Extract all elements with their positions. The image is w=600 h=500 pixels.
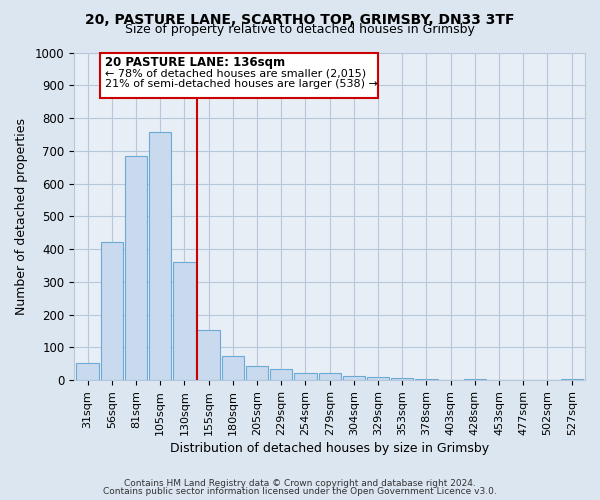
X-axis label: Distribution of detached houses by size in Grimsby: Distribution of detached houses by size … bbox=[170, 442, 489, 455]
Bar bbox=[76, 363, 99, 380]
Bar bbox=[391, 378, 413, 380]
Bar bbox=[270, 368, 292, 380]
Bar bbox=[319, 373, 341, 380]
Bar bbox=[464, 378, 486, 380]
Bar bbox=[343, 376, 365, 380]
Text: 21% of semi-detached houses are larger (538) →: 21% of semi-detached houses are larger (… bbox=[104, 78, 377, 88]
Bar bbox=[295, 373, 317, 380]
Bar bbox=[100, 52, 378, 98]
Bar bbox=[221, 356, 244, 380]
Text: 20 PASTURE LANE: 136sqm: 20 PASTURE LANE: 136sqm bbox=[104, 56, 284, 69]
Y-axis label: Number of detached properties: Number of detached properties bbox=[15, 118, 28, 315]
Bar bbox=[560, 378, 583, 380]
Bar bbox=[149, 132, 172, 380]
Text: 20, PASTURE LANE, SCARTHO TOP, GRIMSBY, DN33 3TF: 20, PASTURE LANE, SCARTHO TOP, GRIMSBY, … bbox=[85, 12, 515, 26]
Text: ← 78% of detached houses are smaller (2,015): ← 78% of detached houses are smaller (2,… bbox=[104, 69, 365, 79]
Bar bbox=[367, 377, 389, 380]
Text: Contains HM Land Registry data © Crown copyright and database right 2024.: Contains HM Land Registry data © Crown c… bbox=[124, 478, 476, 488]
Bar bbox=[246, 366, 268, 380]
Bar bbox=[415, 378, 437, 380]
Bar bbox=[197, 330, 220, 380]
Bar bbox=[101, 242, 123, 380]
Text: Size of property relative to detached houses in Grimsby: Size of property relative to detached ho… bbox=[125, 24, 475, 36]
Bar bbox=[173, 262, 196, 380]
Bar bbox=[125, 156, 147, 380]
Text: Contains public sector information licensed under the Open Government Licence v3: Contains public sector information licen… bbox=[103, 487, 497, 496]
